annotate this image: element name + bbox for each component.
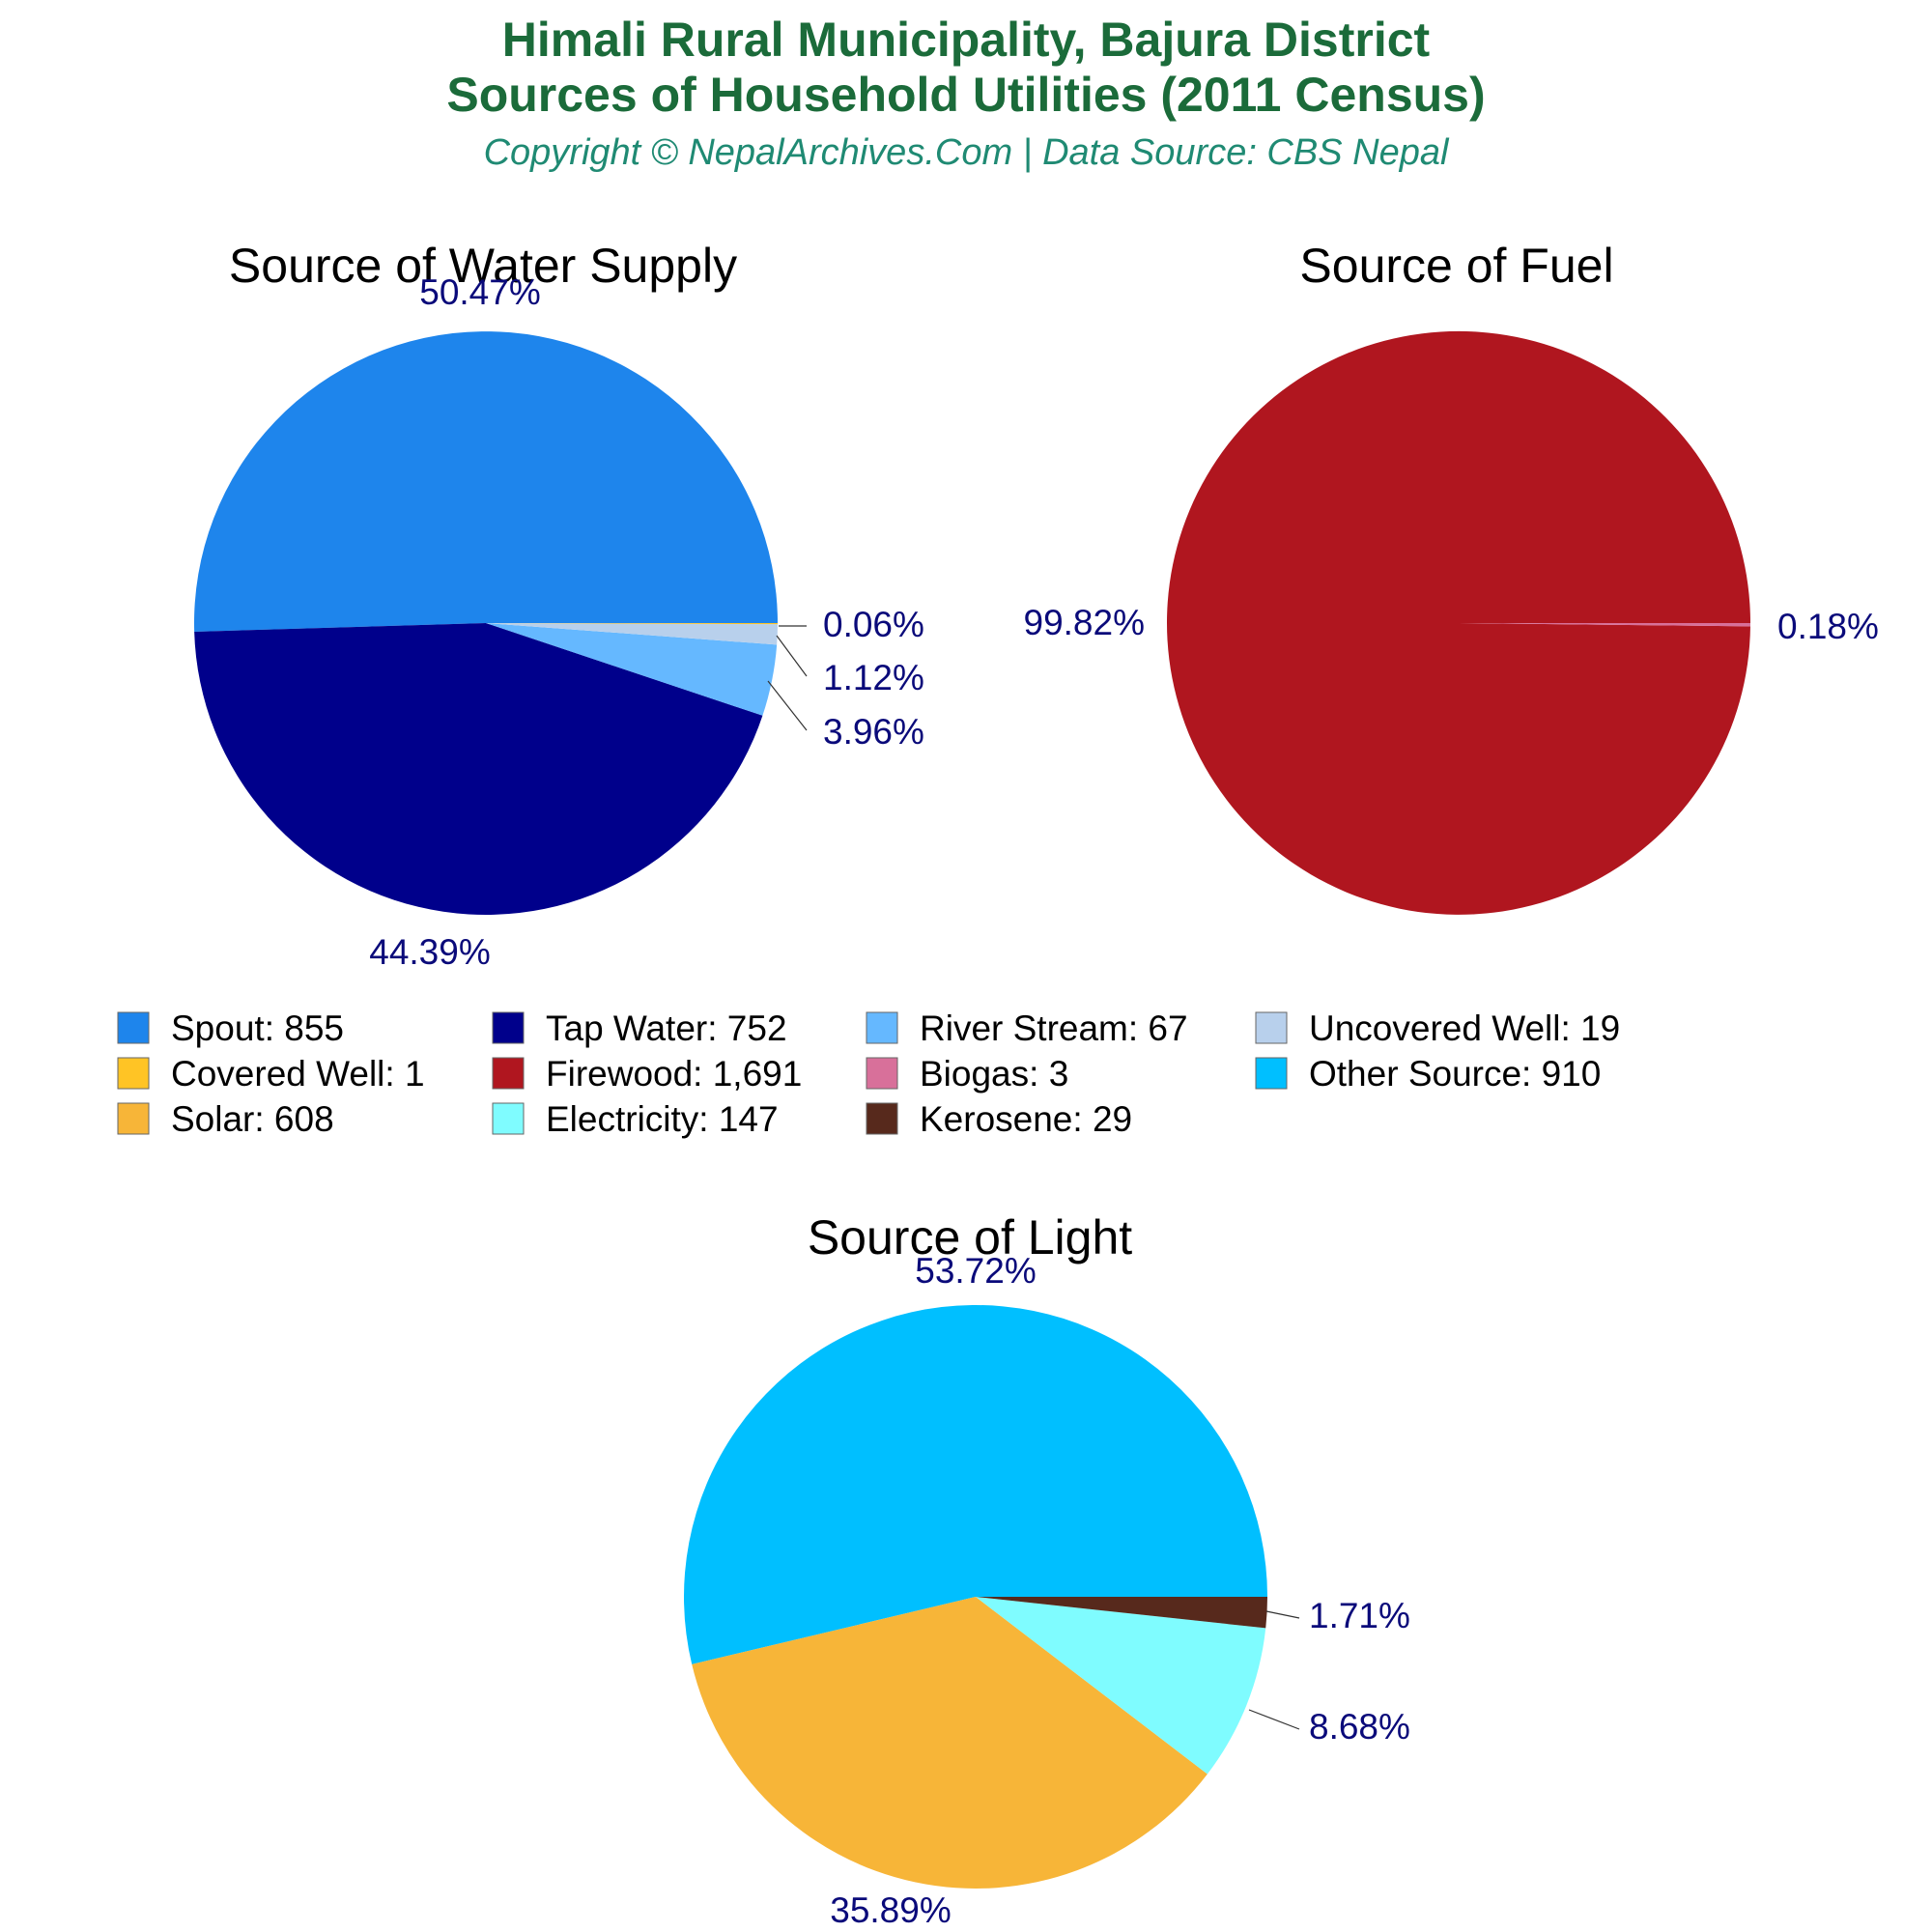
legend-label: River Stream: 67 xyxy=(920,1009,1188,1048)
chart-title-line2: Sources of Household Utilities (2011 Cen… xyxy=(446,68,1485,122)
pie-slice-other-source xyxy=(683,1304,1267,1664)
pie-percent-label-river-stream: 3.96% xyxy=(823,712,924,752)
legend-label: Tap Water: 752 xyxy=(546,1009,787,1048)
pie-slice-electricity xyxy=(976,1597,1266,1775)
legend-swatch xyxy=(117,1011,150,1044)
pie-percent-label-electricity: 8.68% xyxy=(1309,1707,1410,1747)
legend-label: Biogas: 3 xyxy=(920,1054,1068,1094)
fuel-pie: Source of Fuel 99.82% 0.18% xyxy=(1024,239,1879,915)
chart-title-line1: Himali Rural Municipality, Bajura Distri… xyxy=(502,13,1431,67)
pie-slice-firewood xyxy=(1167,330,1750,915)
legend-swatch xyxy=(117,1057,150,1090)
pie-label-leader-line xyxy=(776,635,808,677)
water-supply-pie-title: Source of Water Supply xyxy=(229,239,737,293)
legend-label: Solar: 608 xyxy=(171,1099,334,1139)
pie-slice-tap-water xyxy=(194,623,763,916)
pie-percent-label-solar: 35.89% xyxy=(830,1890,952,1930)
legend-swatch xyxy=(492,1011,525,1044)
pie-percent-label-other-source: 53.72% xyxy=(915,1251,1037,1291)
pie-percent-label-tap-water: 44.39% xyxy=(369,932,491,972)
light-pie: Source of Light 53.72% 35.89% 8.68% 1.71% xyxy=(683,1210,1410,1930)
pie-slice-river-stream xyxy=(486,623,778,716)
legend-label: Uncovered Well: 19 xyxy=(1309,1009,1620,1048)
pie-label-leader-line xyxy=(1265,1610,1300,1619)
pie-slice-covered-well xyxy=(486,623,779,625)
legend-swatch xyxy=(1255,1011,1288,1044)
legend-swatch xyxy=(117,1102,150,1135)
legend-label: Covered Well: 1 xyxy=(171,1054,425,1094)
water-supply-pie: Source of Water Supply 50.47% 44.39% 3.96%… xyxy=(193,239,924,972)
pie-slice-spout xyxy=(193,331,778,632)
pie-slice-biogas xyxy=(1459,623,1750,627)
pie-percent-label-uncovered-well: 1.12% xyxy=(823,658,924,697)
pie-percent-label-kerosene: 1.71% xyxy=(1309,1596,1410,1635)
pie-label-leader-line xyxy=(767,680,808,731)
pie-percent-label-covered-well: 0.06% xyxy=(823,605,924,644)
fuel-pie-title: Source of Fuel xyxy=(1299,239,1613,293)
pie-slice-solar xyxy=(692,1597,1208,1889)
pie-percent-label-biogas: 0.18% xyxy=(1777,607,1879,646)
pie-slice-uncovered-well xyxy=(486,623,778,645)
legend: Spout: 855 Tap Water: 752 River Stream: 67… xyxy=(117,1009,1620,1139)
legend-label: Electricity: 147 xyxy=(546,1099,779,1139)
legend-label: Spout: 855 xyxy=(171,1009,344,1048)
legend-swatch xyxy=(1255,1057,1288,1090)
chart-subtitle: Copyright © NepalArchives.Com | Data Sou… xyxy=(484,132,1450,173)
legend-swatch xyxy=(866,1057,898,1090)
pie-percent-label-firewood: 99.82% xyxy=(1024,603,1146,642)
legend-label: Other Source: 910 xyxy=(1309,1054,1601,1094)
pie-label-leader-line xyxy=(1248,1709,1300,1730)
legend-swatch xyxy=(492,1057,525,1090)
legend-swatch xyxy=(866,1011,898,1044)
legend-swatch xyxy=(866,1102,898,1135)
pie-percent-label-spout: 50.47% xyxy=(419,272,541,312)
legend-swatch xyxy=(492,1102,525,1135)
legend-label: Kerosene: 29 xyxy=(920,1099,1132,1139)
light-pie-title: Source of Light xyxy=(808,1210,1132,1264)
legend-label: Firewood: 1,691 xyxy=(546,1054,802,1094)
pie-slice-kerosene xyxy=(976,1597,1267,1629)
